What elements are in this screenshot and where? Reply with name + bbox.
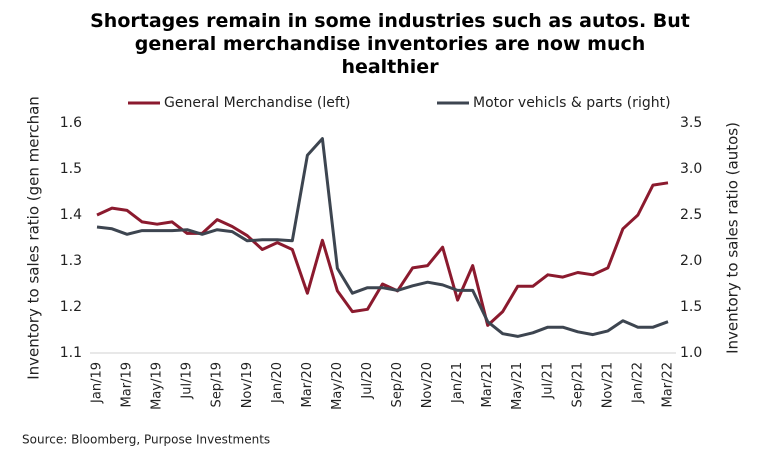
y2-axis-title: Inventory to sales ratio (autos) <box>724 122 742 354</box>
x-tick-label: May/20 <box>330 362 345 410</box>
y-axis-title: Inventory to sales ratio (gen merchan <box>25 96 43 380</box>
y2-tick-label: 2.5 <box>680 207 702 223</box>
x-tick-label: Jan/20 <box>270 362 285 404</box>
x-tick-label: Jul/19 <box>180 362 195 400</box>
y2-tick-label: 1.0 <box>680 345 702 361</box>
x-tick-label: Mar/21 <box>480 362 495 407</box>
y2-tick-label: 3.5 <box>680 115 702 131</box>
x-tick-label: Sep/20 <box>390 362 405 407</box>
y-tick-label: 1.3 <box>60 253 82 269</box>
x-tick-label: Sep/19 <box>210 362 225 407</box>
x-tick-label: Mar/19 <box>120 362 135 407</box>
x-tick-label: May/21 <box>510 362 525 410</box>
x-tick-label: Jan/19 <box>90 362 105 404</box>
x-tick-label: Mar/20 <box>300 362 315 407</box>
source-note: Source: Bloomberg, Purpose Investments <box>22 433 270 447</box>
y-tick-label: 1.5 <box>60 161 82 177</box>
x-tick-label: Nov/20 <box>420 362 435 408</box>
y2-tick-label: 1.5 <box>680 299 702 315</box>
x-tick-label: Nov/19 <box>240 362 255 408</box>
x-tick-label: May/19 <box>150 362 165 410</box>
x-tick-label: Nov/21 <box>600 362 615 408</box>
y-tick-label: 1.4 <box>60 207 82 223</box>
x-tick-label: Jul/21 <box>540 362 555 400</box>
y2-tick-label: 2.0 <box>680 253 702 269</box>
chart-title: Shortages remain in some industries such… <box>90 10 690 78</box>
x-tick-label: Sep/21 <box>570 362 585 407</box>
x-tick-label: Jul/20 <box>360 362 375 400</box>
y-tick-label: 1.1 <box>60 345 82 361</box>
series-line <box>96 181 669 327</box>
y2-tick-label: 3.0 <box>680 161 702 177</box>
legend-label: General Merchandise (left) <box>164 95 351 111</box>
legend-label: Motor vehicls & parts (right) <box>473 95 671 111</box>
series-line <box>96 137 669 338</box>
x-tick-label: Mar/22 <box>661 362 676 407</box>
x-tick-label: Jan/22 <box>630 362 645 404</box>
y-tick-label: 1.6 <box>60 115 82 131</box>
x-tick-label: Jan/21 <box>450 362 465 404</box>
y-tick-label: 1.2 <box>60 299 82 315</box>
